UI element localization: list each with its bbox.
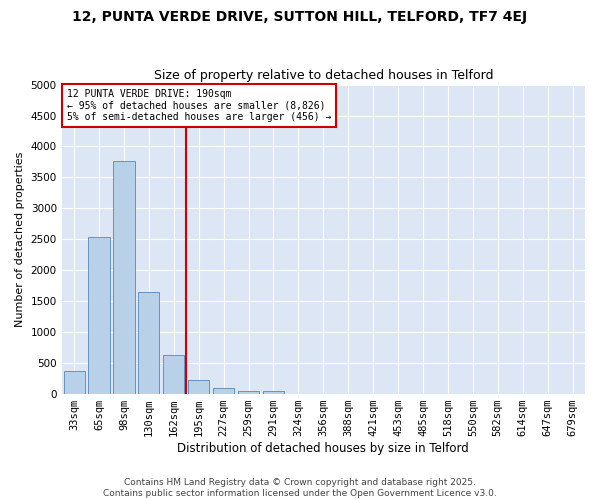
Bar (263, 391, 284, 394)
Title: Size of property relative to detached houses in Telford: Size of property relative to detached ho… (154, 69, 493, 82)
Bar (64, 371, 85, 394)
Bar (188, 380, 209, 394)
Bar (238, 391, 259, 394)
Bar (138, 292, 160, 394)
X-axis label: Distribution of detached houses by size in Telford: Distribution of detached houses by size … (178, 442, 469, 455)
Text: 12 PUNTA VERDE DRIVE: 190sqm
← 95% of detached houses are smaller (8,826)
5% of : 12 PUNTA VERDE DRIVE: 190sqm ← 95% of de… (67, 89, 331, 122)
Bar (113, 162, 134, 394)
Y-axis label: Number of detached properties: Number of detached properties (15, 152, 25, 327)
Bar (163, 355, 184, 394)
Text: 12, PUNTA VERDE DRIVE, SUTTON HILL, TELFORD, TF7 4EJ: 12, PUNTA VERDE DRIVE, SUTTON HILL, TELF… (73, 10, 527, 24)
Bar (213, 388, 234, 394)
Text: Contains HM Land Registry data © Crown copyright and database right 2025.
Contai: Contains HM Land Registry data © Crown c… (103, 478, 497, 498)
Bar (88, 238, 110, 394)
